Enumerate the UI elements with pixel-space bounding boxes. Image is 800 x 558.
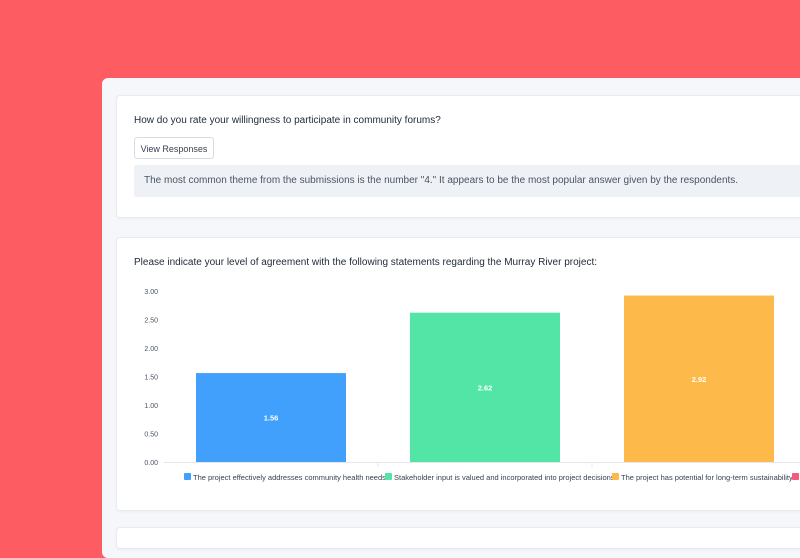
bar <box>410 312 560 462</box>
y-tick-label: 0.50 <box>144 432 158 439</box>
legend-swatch <box>385 473 392 480</box>
legend-swatch <box>612 473 619 480</box>
bar-data-label: 1.56 <box>264 414 279 423</box>
y-tick-label: 0.00 <box>144 460 158 467</box>
bar-data-label: 2.62 <box>478 383 493 392</box>
bar <box>196 373 346 462</box>
view-responses-button[interactable]: View Responses <box>134 137 214 159</box>
legend-label: Stakeholder input is valued and incorpor… <box>394 473 617 482</box>
y-tick-label: 1.50 <box>144 375 158 382</box>
legend-label: The project has potential for long-term … <box>621 473 794 482</box>
bar-data-label: 2.92 <box>692 375 707 384</box>
y-tick-label: 2.50 <box>144 318 158 325</box>
y-tick-label: 1.00 <box>144 403 158 410</box>
y-tick-label: 2.00 <box>144 346 158 353</box>
legend-label: The project effectively addresses commun… <box>193 473 388 482</box>
y-tick-label: 3.00 <box>144 289 158 296</box>
question-title: How do you rate your willingness to part… <box>134 115 441 126</box>
legend-swatch <box>184 473 191 480</box>
question-title-agreement: Please indicate your level of agreement … <box>134 257 598 268</box>
question-card-forums <box>116 95 800 218</box>
agreement-bar-chart: 0.00 0.50 1.00 1.50 2.00 2.50 3.00 1.56 2.62 2.92… <box>144 289 800 482</box>
legend-swatch <box>792 473 799 480</box>
bar <box>624 295 774 462</box>
response-summary: The most common theme from the submissio… <box>134 165 800 197</box>
